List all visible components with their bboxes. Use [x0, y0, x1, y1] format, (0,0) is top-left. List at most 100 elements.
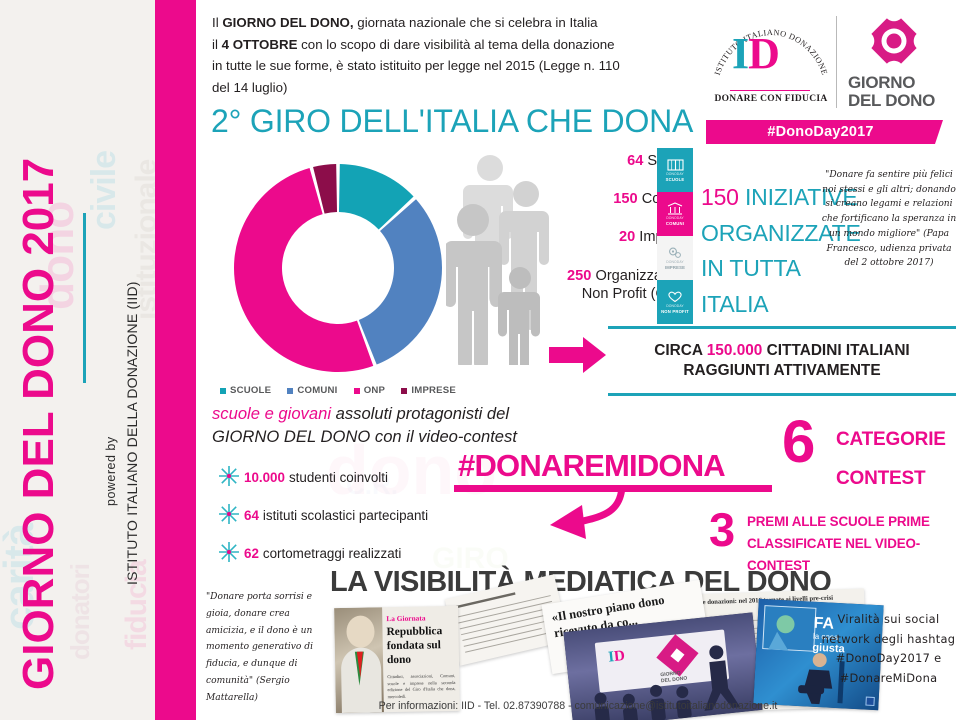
book-icon — [666, 158, 684, 171]
clipping-la-giornata: La Giornata Repubblica fondata sul dono … — [334, 605, 460, 714]
organization-name: ISTITUTO ITALIANO DELLA DONAZIONE (IID) — [124, 281, 140, 585]
sg-highlight: scuole e giovani — [212, 404, 332, 423]
contest-categories: CATEGORIE CONTEST — [836, 421, 946, 499]
clipping-tv-screenshot: FA la cosa giusta — [753, 598, 884, 711]
intro-l1-c: giornata nazionale che si celebra in Ita… — [353, 15, 598, 30]
doc-lines — [454, 592, 559, 653]
iid-tagline: DONARE CON FIDUCIA — [714, 94, 828, 104]
badge-scuole: DONODAY SCUOLE — [657, 148, 693, 192]
badge-comuni: DONODAY COMUNI — [657, 192, 693, 236]
iniziative-number: 150 — [701, 184, 739, 210]
iniziative-word: INIZIATIVE — [744, 184, 858, 210]
brand-name: GIORNO DEL DONO — [848, 74, 940, 110]
viralita-text: Viralità sui social network degli hashta… — [821, 612, 956, 685]
legend-item-onp: ONP — [353, 385, 386, 396]
diamond-flower-icon — [854, 1, 934, 81]
donut-chart — [234, 164, 442, 372]
giorno-del-dono-logo: GIORNO DEL DONO — [848, 1, 940, 109]
legend-label: ONP — [363, 385, 386, 396]
intro-l2-a: il — [212, 36, 222, 52]
asterisk-icon — [214, 540, 244, 567]
bullet-text: studenti coinvolti — [288, 469, 388, 485]
stat-number: 150 — [613, 191, 638, 208]
papa-francesco-quote: "Donare fa sentire più felici noi stessi… — [821, 170, 957, 269]
badge-kicker: DONODAY — [666, 171, 684, 176]
intro-l4: del 14 luglio) — [212, 79, 288, 95]
six-number: 6 — [782, 408, 816, 475]
bullet-list: 10.000 studenti coinvolti 64 istituti scol… — [214, 458, 544, 572]
list-item: 10.000 studenti coinvolti — [214, 458, 544, 496]
teal-divider — [83, 213, 86, 383]
badge-label: NON PROFIT — [661, 309, 689, 314]
intro-l2-strong: 4 OTTOBRE — [221, 36, 298, 52]
badge-label: IMPRESE — [664, 265, 686, 270]
left-sidebar: ITALIANO dono civile carità istituzional… — [0, 0, 155, 720]
legend-label: SCUOLE — [230, 385, 272, 396]
intro-l1-strong: GIORNO DEL DONO, — [222, 15, 354, 30]
badge-kicker: DONODAY — [666, 260, 684, 264]
bullet-number: 62 — [244, 545, 259, 561]
intro-l3: in tutte le sue forme, è stato istituito… — [212, 58, 620, 74]
monogram-d: D — [748, 29, 780, 78]
circa-post: CITTADINI ITALIANI — [762, 341, 910, 359]
stat-number: 250 — [567, 267, 592, 284]
pink-accent-bar — [155, 0, 196, 720]
cat-line1: CATEGORIE — [836, 429, 946, 450]
circa-line2: RAGGIUNTI ATTIVAMENTE — [683, 362, 881, 380]
brand-line-2: DEL DONO — [848, 90, 936, 110]
intro-l2-c: con lo scopo di dare visibilità al tema … — [297, 36, 615, 52]
bullet-text: cortometraggi realizzati — [262, 545, 402, 561]
curved-arrow-icon — [550, 486, 626, 539]
legend-item-imprese: IMPRESE — [401, 385, 456, 396]
person-photo — [341, 615, 382, 713]
iid-monogram: ID — [732, 29, 780, 78]
badge-imprese: DONODAY IMPRESE — [657, 236, 693, 280]
legend-item-scuole: SCUOLE — [220, 385, 271, 396]
badge-non-profit: DONODAY NON PROFIT — [657, 280, 693, 324]
three-number: 3 — [709, 503, 736, 556]
main-content: dono GIRO C.R. Il GIORNO DEL DONO, giorn… — [196, 0, 960, 720]
iniziative-block: 150 INIZIATIVE ORGANIZZATE IN TUTTA ITAL… — [701, 180, 861, 323]
building-icon — [667, 202, 683, 215]
circa-top-rule — [608, 326, 956, 329]
badge-kicker: DONODAY — [666, 304, 684, 308]
hashtag-ribbon: #DonoDay2017 — [706, 120, 943, 144]
legend-swatch — [287, 387, 294, 394]
circa-block: CIRCA 150.000 CITTADINI ITALIANI RAGGIUN… — [608, 326, 956, 396]
section-heading-giro: 2° GIRO DELL'ITALIA CHE DONA — [211, 103, 694, 139]
donut-slice-imprese — [313, 164, 338, 214]
powered-by-label: powered by — [104, 436, 118, 506]
list-item: 64 istituti scolastici partecipanti — [214, 496, 544, 534]
bullet-number: 10.000 — [244, 469, 285, 485]
iniziative-line2: ORGANIZZATE — [701, 219, 861, 246]
badge-column: DONODAY SCUOLE DONODAY COMUNI — [657, 148, 693, 324]
logo-rule — [730, 90, 810, 91]
circa-bottom-rule — [608, 393, 956, 396]
list-item: 62 cortometraggi realizzati — [214, 534, 544, 572]
asterisk-icon — [214, 502, 244, 529]
pink-arrow-icon — [549, 337, 606, 373]
circa-number: 150.000 — [706, 341, 763, 359]
intro-l1-a: Il — [212, 15, 223, 30]
tv-presenter — [798, 653, 845, 705]
chart-legend: SCUOLE COMUNI ONP IMPRESE — [220, 385, 456, 396]
giornata-headline: Repubblica fondata sul dono — [386, 625, 443, 666]
donut-slice-scuole — [338, 164, 414, 230]
legend-swatch — [401, 387, 408, 394]
scuole-giovani-text: scuole e giovani assoluti protagonisti d… — [212, 403, 562, 448]
logo-separator — [836, 16, 837, 108]
premi-line1: PREMI ALLE SCUOLE PRIME — [747, 514, 930, 529]
iniziative-line3: IN TUTTA ITALIA — [701, 255, 800, 317]
legend-label: COMUNI — [297, 385, 338, 396]
hashtag-donaremidona: #DONAREMIDONA — [458, 448, 726, 483]
gears-icon — [669, 247, 681, 258]
badge-label: SCUOLE — [665, 176, 685, 182]
donut-slice-comuni — [358, 199, 442, 365]
circa-text: CIRCA 150.000 CITTADINI ITALIANI RAGGIUN… — [608, 329, 956, 394]
legend-swatch — [353, 387, 360, 394]
bullet-text: istituti scolastici partecipanti — [262, 507, 429, 523]
donut-slice-onp — [234, 167, 374, 372]
stat-number: 64 — [627, 153, 644, 169]
circa-pre: CIRCA — [654, 341, 707, 359]
